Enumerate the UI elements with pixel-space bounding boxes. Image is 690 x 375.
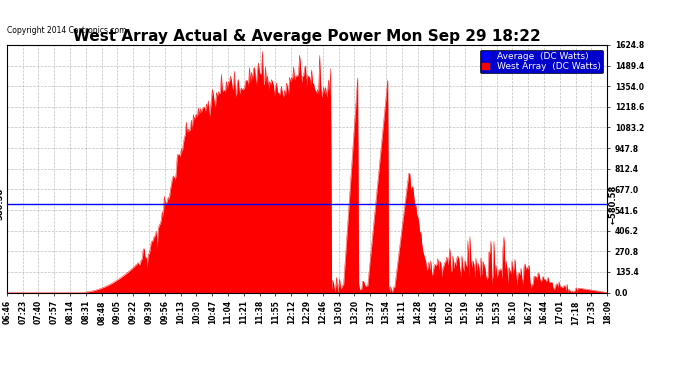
Legend: Average  (DC Watts), West Array  (DC Watts): Average (DC Watts), West Array (DC Watts…	[480, 50, 602, 74]
Title: West Array Actual & Average Power Mon Sep 29 18:22: West Array Actual & Average Power Mon Se…	[73, 29, 541, 44]
Text: ←580.58: ←580.58	[609, 184, 618, 224]
Text: Copyright 2014 Cartronics.com: Copyright 2014 Cartronics.com	[7, 26, 126, 35]
Text: 580.58: 580.58	[0, 188, 4, 220]
